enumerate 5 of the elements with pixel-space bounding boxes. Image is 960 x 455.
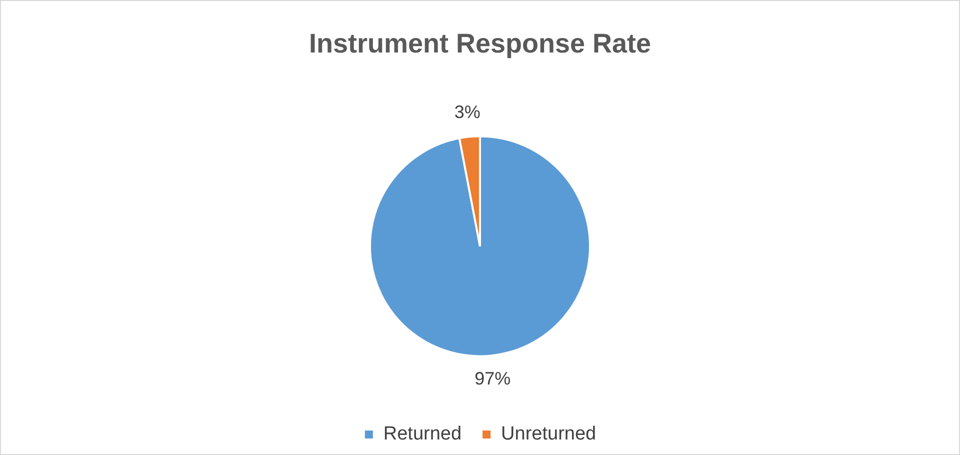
legend-label: Unreturned: [501, 424, 596, 445]
chart-title: Instrument Response Rate: [308, 28, 652, 59]
data-label: 97%: [474, 368, 511, 389]
data-label: 3%: [454, 102, 480, 122]
legend-label: Returned: [383, 424, 462, 445]
